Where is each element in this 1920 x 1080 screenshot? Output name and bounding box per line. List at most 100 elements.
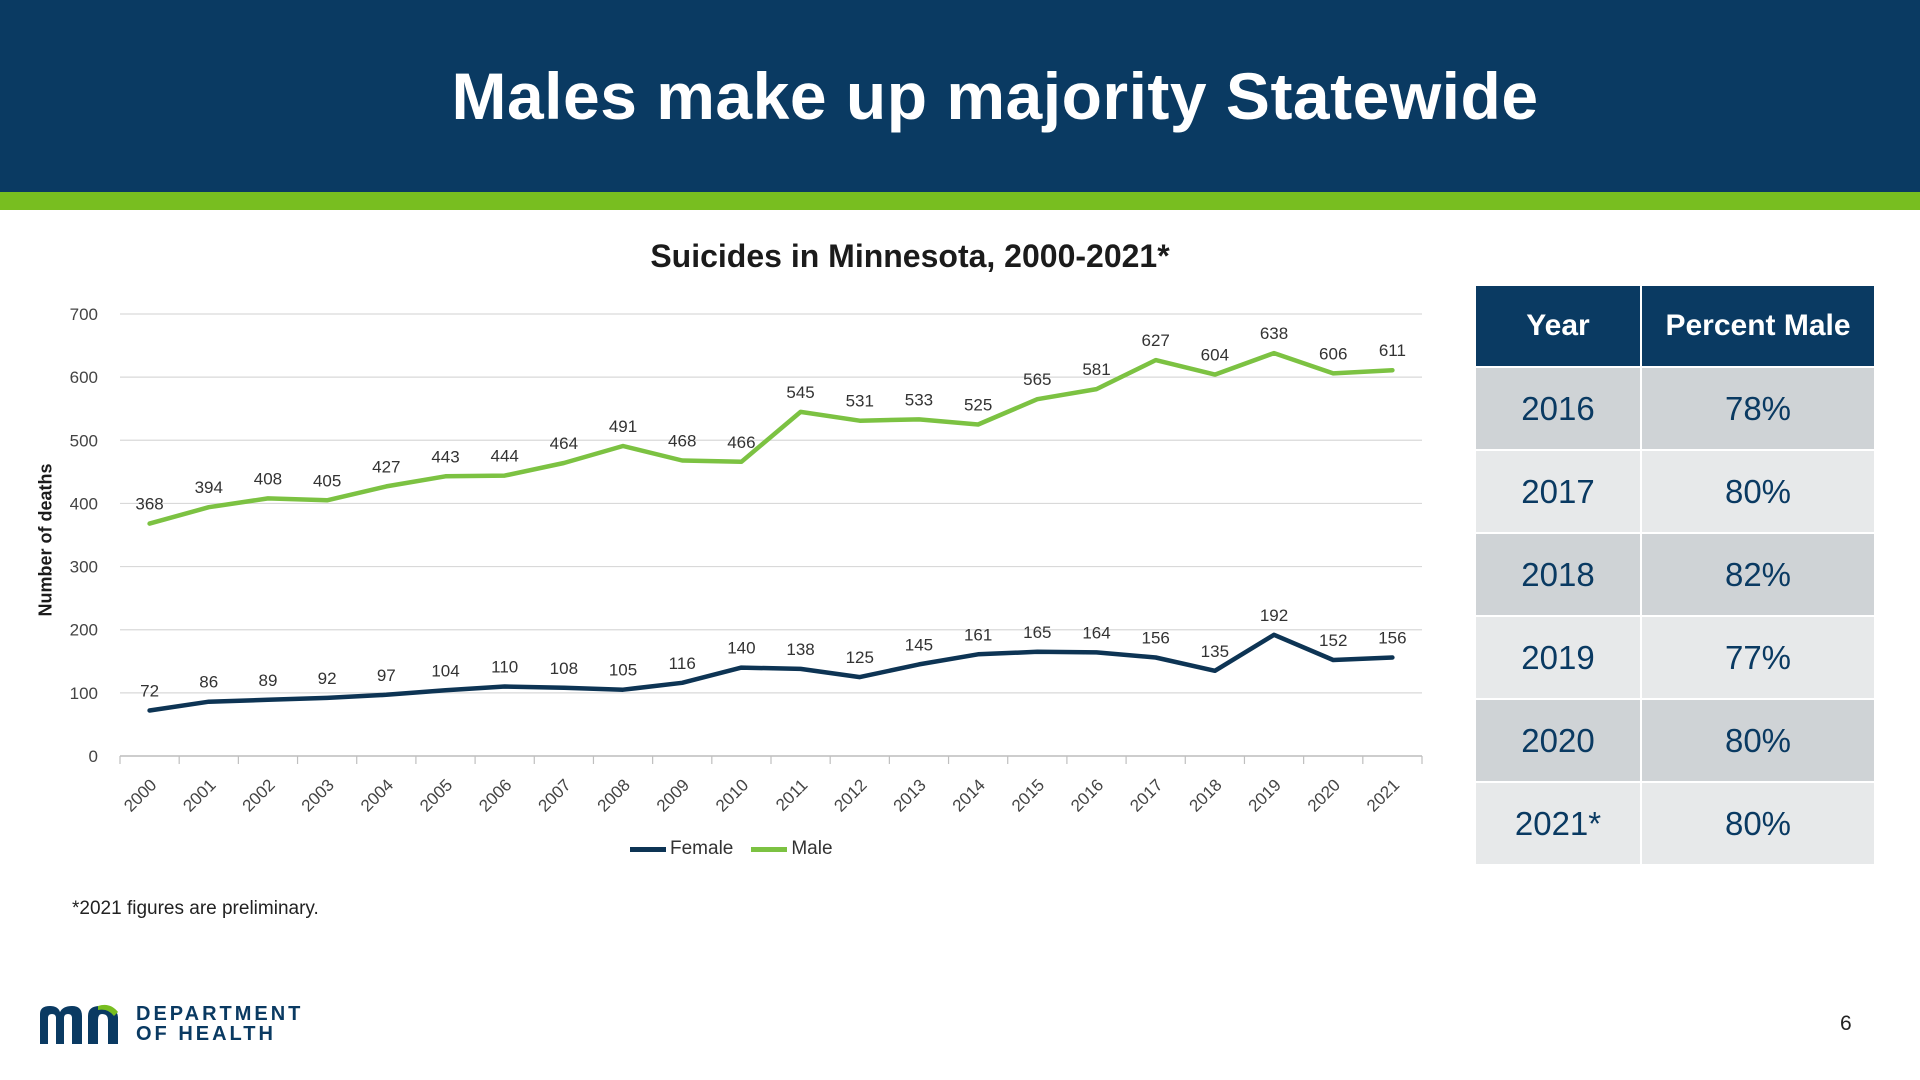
x-tick-label: 2005 (416, 775, 456, 815)
y-tick-label: 300 (70, 558, 98, 577)
x-tick-label: 2016 (1067, 775, 1107, 815)
line-chart: 0 100 200 300 400 500 600 700 2000 2001 2002 2003 20… (70, 305, 1423, 816)
data-label-male: 444 (490, 447, 518, 466)
x-tick-label: 2001 (179, 775, 219, 815)
cell-year: 2017 (1474, 449, 1642, 534)
data-label-male: 531 (846, 392, 874, 411)
y-tick-label: 100 (70, 684, 98, 703)
data-label-male: 604 (1201, 346, 1229, 365)
data-label-female: 89 (258, 671, 277, 690)
data-label-male: 464 (550, 434, 578, 453)
data-label-male: 525 (964, 396, 992, 415)
data-label-female: 145 (905, 635, 933, 654)
header-year: Year (1474, 284, 1642, 368)
legend-swatch-female (630, 846, 666, 852)
footnote: *2021 figures are preliminary. (72, 898, 319, 919)
x-tick-label: 2009 (653, 775, 693, 815)
series-line-male (147, 350, 1395, 526)
slide-title: Males make up majority Statewide (451, 59, 1539, 133)
series-line-female (147, 632, 1395, 713)
table-row: 2018 82% (1474, 532, 1876, 617)
x-tick-label: 2015 (1008, 775, 1048, 815)
data-label-female: 110 (491, 658, 518, 677)
chart-title: Suicides in Minnesota, 2000-2021* (650, 238, 1170, 274)
table-row: 2016 78% (1474, 366, 1876, 451)
x-tick-label: 2008 (594, 775, 634, 815)
cell-year: 2020 (1474, 698, 1642, 783)
cell-year: 2018 (1474, 532, 1642, 617)
cell-percent: 80% (1640, 698, 1876, 783)
data-label-female: 92 (318, 669, 337, 688)
table-row: 2019 77% (1474, 615, 1876, 700)
logo-text: DEPARTMENT OF HEALTH (136, 1004, 303, 1044)
data-label-male: 606 (1319, 344, 1347, 363)
cell-percent: 80% (1640, 449, 1876, 534)
cell-percent: 78% (1640, 366, 1876, 451)
legend-label-female: Female (670, 838, 734, 859)
x-tick-label: 2007 (535, 775, 575, 815)
data-label-male: 394 (195, 478, 223, 497)
x-tick-label: 2006 (475, 775, 515, 815)
x-tick-label: 2018 (1186, 775, 1226, 815)
slide-header (0, 0, 1920, 192)
logo-line-2: OF HEALTH (136, 1023, 276, 1045)
data-label-female: 97 (377, 666, 396, 685)
data-label-female: 156 (1378, 628, 1406, 647)
data-label-female: 140 (727, 639, 755, 658)
x-tick-label: 2017 (1126, 775, 1166, 815)
mn-logo-icon (40, 1004, 118, 1044)
page-number: 6 (1840, 1012, 1852, 1035)
data-label-female: 108 (550, 659, 578, 678)
data-label-female: 192 (1260, 606, 1288, 625)
legend-item-female: Female (630, 838, 733, 860)
data-label-female: 105 (609, 661, 637, 680)
x-tick-label: 2020 (1304, 775, 1344, 815)
legend-swatch-male (751, 846, 788, 852)
y-tick-label: 200 (70, 621, 98, 640)
x-tick-label: 2021 (1363, 775, 1403, 815)
y-tick-label: 700 (70, 305, 98, 324)
y-tick-label: 500 (70, 431, 98, 450)
chart-legend: Female Male (630, 838, 833, 860)
cell-percent: 77% (1640, 615, 1876, 700)
y-tick-label: 400 (70, 494, 98, 513)
data-label-female: 135 (1201, 642, 1229, 661)
x-tick-label: 2000 (120, 775, 160, 815)
cell-year: 2016 (1474, 366, 1642, 451)
data-label-female: 156 (1141, 628, 1169, 647)
data-label-male: 443 (431, 447, 459, 466)
cell-percent: 82% (1640, 532, 1876, 617)
cell-year: 2019 (1474, 615, 1642, 700)
data-label-male: 627 (1141, 331, 1169, 350)
x-tick-label: 2012 (830, 775, 870, 815)
data-label-male: 405 (313, 471, 341, 490)
data-label-male: 368 (135, 495, 163, 514)
cell-year: 2021* (1474, 781, 1642, 866)
data-label-female: 161 (964, 625, 992, 644)
table-row: 2017 80% (1474, 449, 1876, 534)
data-label-male: 491 (609, 417, 637, 436)
accent-bar (0, 192, 1920, 210)
data-label-female: 116 (669, 654, 696, 673)
legend-item-male: Male (751, 838, 833, 860)
y-tick-label: 600 (70, 368, 98, 387)
data-label-female: 164 (1082, 623, 1110, 642)
data-label-male: 581 (1082, 360, 1110, 379)
logo-line-1: DEPARTMENT (136, 1003, 304, 1025)
legend-label-male: Male (791, 838, 833, 859)
data-label-male: 466 (727, 433, 755, 452)
data-label-female: 72 (140, 682, 159, 701)
data-label-male: 638 (1260, 324, 1288, 343)
table-header-row: Year Percent Male (1474, 284, 1876, 368)
x-tick-label: 2014 (949, 775, 989, 815)
data-label-female: 86 (199, 673, 218, 692)
data-label-male: 408 (254, 469, 282, 488)
header-percent-male: Percent Male (1640, 284, 1876, 368)
table-row: 2021* 80% (1474, 781, 1876, 866)
table-row: 2020 80% (1474, 698, 1876, 783)
x-tick-label: 2002 (239, 775, 279, 815)
x-tick-label: 2013 (890, 775, 930, 815)
x-tick-label: 2019 (1245, 775, 1285, 815)
data-label-male: 565 (1023, 370, 1051, 389)
percent-male-table: Year Percent Male 2016 78% 2017 80% 2018… (1474, 284, 1876, 866)
